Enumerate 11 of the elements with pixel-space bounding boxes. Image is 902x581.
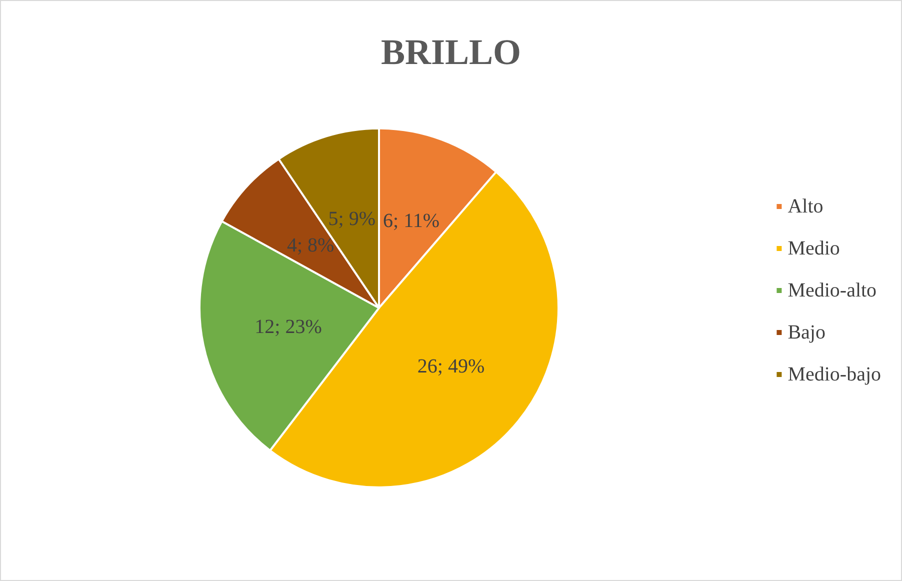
data-label: 6; 11% (383, 210, 440, 232)
data-label: 12; 23% (254, 316, 322, 338)
legend-label: Medio-bajo (788, 364, 881, 386)
data-label: 5; 9% (328, 208, 376, 230)
legend-label: Medio-alto (788, 280, 877, 302)
legend-label: Medio (788, 238, 840, 260)
chart-title: BRILLO (380, 32, 522, 72)
legend-label: Bajo (788, 322, 826, 344)
data-label: 4; 8% (286, 234, 334, 256)
legend-label: Alto (788, 196, 824, 218)
data-label: 26; 49% (417, 355, 485, 378)
